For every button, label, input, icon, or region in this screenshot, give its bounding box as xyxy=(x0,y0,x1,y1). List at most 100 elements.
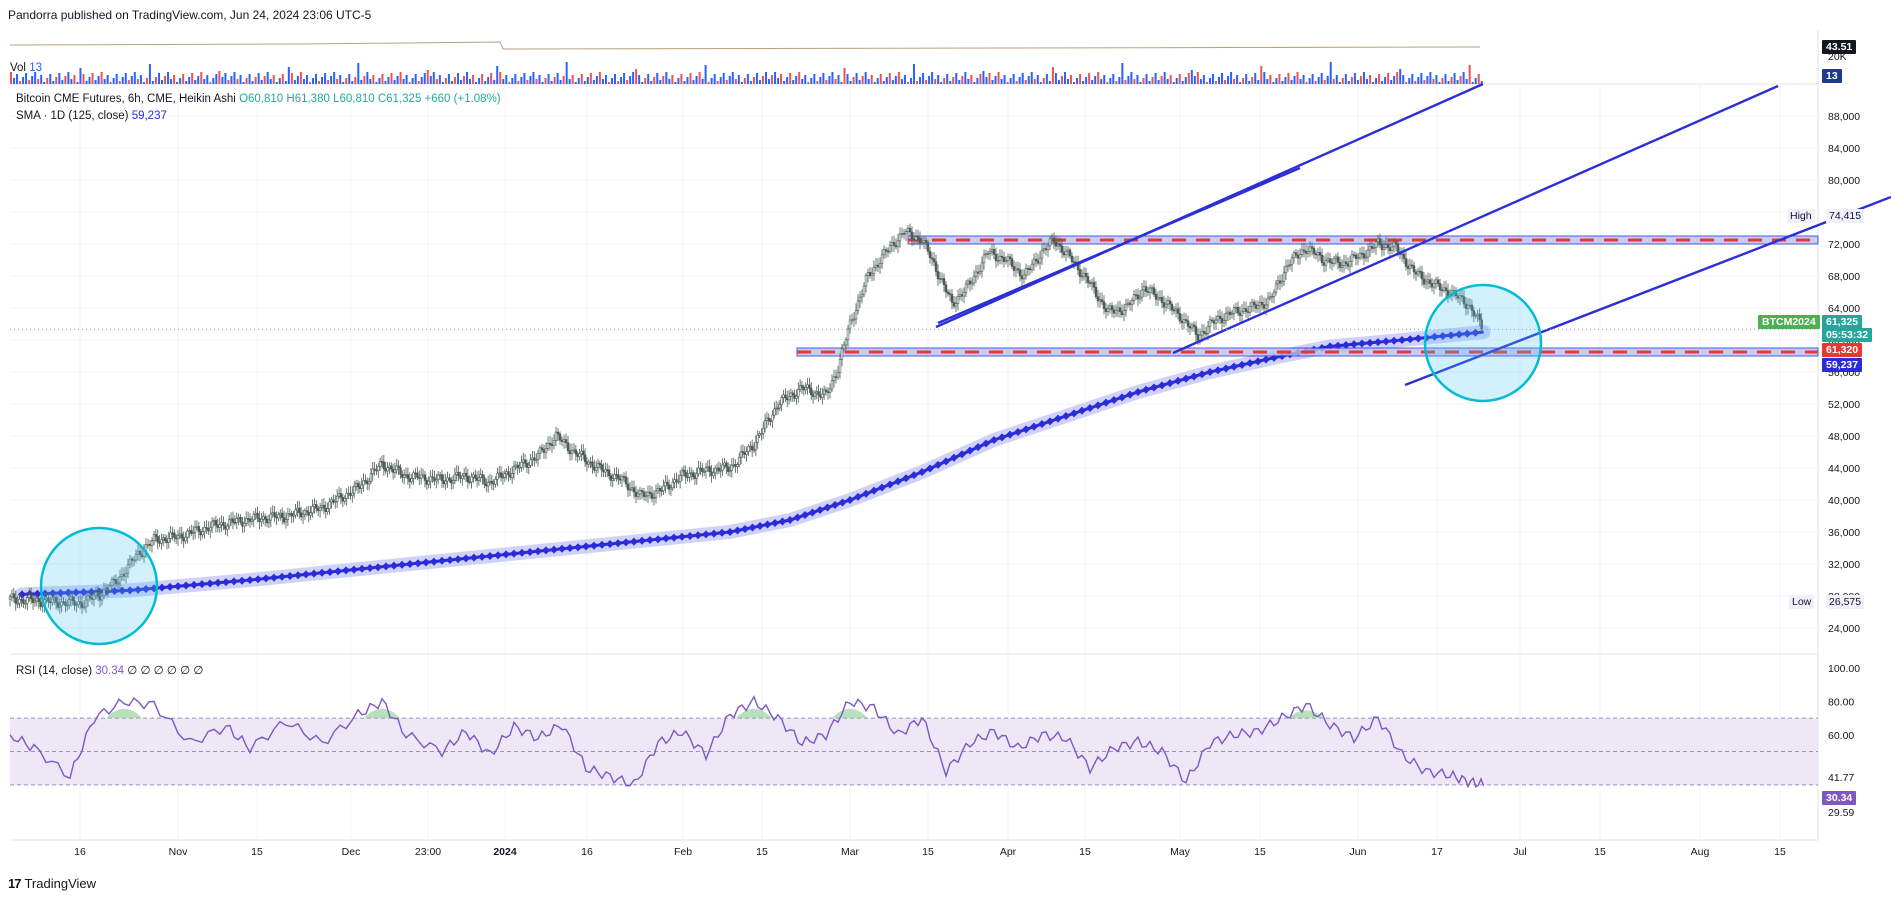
rsi-legend[interactable]: RSI (14, close) 30.34 ∅ ∅ ∅ ∅ ∅ ∅ xyxy=(16,663,203,677)
candle-body xyxy=(1284,266,1288,274)
sma-marker xyxy=(1455,330,1464,339)
candle-body xyxy=(1164,303,1168,308)
symbol-legend[interactable]: Bitcoin CME Futures, 6h, CME, Heikin Ash… xyxy=(16,93,501,105)
sma-marker xyxy=(816,506,824,514)
volume-bar xyxy=(1378,74,1381,84)
volume-bar xyxy=(444,78,447,84)
sma-marker xyxy=(446,556,454,564)
candle-body xyxy=(650,493,654,499)
volume-bar xyxy=(607,82,610,84)
candle-body xyxy=(1106,308,1110,312)
rsi-overbought-fill xyxy=(832,708,868,719)
candle-body xyxy=(1042,248,1046,251)
volume-bar xyxy=(118,81,121,84)
volume-bar xyxy=(139,75,142,84)
candle-body xyxy=(1194,326,1198,335)
sma-marker xyxy=(1174,376,1182,385)
tradingview-footer[interactable]: 17 TradingView xyxy=(8,876,96,891)
candle-body xyxy=(980,262,984,272)
volume-bar xyxy=(305,75,308,84)
sma-marker xyxy=(414,559,422,568)
candle-body xyxy=(1060,245,1064,253)
volume-bar xyxy=(1166,79,1169,84)
volume-bar xyxy=(1190,70,1193,84)
candle-body xyxy=(446,477,449,482)
volume-bar xyxy=(632,72,635,84)
rsi-overbought-fill xyxy=(106,708,142,719)
candle-body xyxy=(940,278,944,280)
sma-marker xyxy=(566,544,574,552)
volume-bar xyxy=(142,82,145,84)
sma-marker xyxy=(230,577,238,586)
volume-bar xyxy=(828,76,831,84)
volume-bar xyxy=(393,80,396,84)
candle-body xyxy=(184,536,187,542)
candle-body xyxy=(882,249,886,256)
candle-body xyxy=(1434,279,1438,284)
candle-body xyxy=(353,486,356,494)
volume-bar xyxy=(109,82,112,84)
candle-body xyxy=(226,525,229,530)
volume-bar xyxy=(308,82,311,84)
volume-bar xyxy=(170,79,173,84)
volume-bar xyxy=(928,76,931,84)
volume-bar xyxy=(994,76,997,84)
candle-body xyxy=(408,478,411,483)
candle-body xyxy=(1114,309,1118,314)
sma-marker xyxy=(342,566,350,575)
volume-bar xyxy=(906,82,909,84)
volume-bar xyxy=(580,74,583,84)
volume-bar xyxy=(209,82,212,84)
candle-body xyxy=(1352,254,1356,257)
sma-marker xyxy=(1430,332,1439,341)
volume-bar xyxy=(487,77,490,84)
candle-body xyxy=(890,241,894,246)
candle-body xyxy=(1426,279,1430,283)
volume-bar xyxy=(1260,66,1263,84)
volume-bar xyxy=(315,74,318,84)
volume-bar xyxy=(1070,75,1073,84)
volume-legend[interactable]: Vol 13 xyxy=(10,62,42,74)
candle-body xyxy=(296,507,299,511)
candle-body xyxy=(108,585,112,591)
candle-body xyxy=(1282,272,1286,282)
candle-body xyxy=(241,521,244,527)
candle-body xyxy=(18,599,21,604)
candle-body xyxy=(24,602,27,605)
candle-body xyxy=(732,464,735,466)
volume-bar xyxy=(417,81,420,84)
candle-body xyxy=(1004,260,1008,262)
candle-body xyxy=(1104,308,1108,312)
volume-bar xyxy=(1251,77,1254,84)
candle-body xyxy=(1440,289,1444,292)
candle-body xyxy=(190,530,193,534)
volume-bar xyxy=(967,79,970,84)
candle-body xyxy=(1032,258,1036,265)
sma-marker xyxy=(982,439,990,448)
candle-body xyxy=(373,468,376,471)
sma-marker xyxy=(1142,385,1150,394)
candle-body xyxy=(896,240,900,248)
volume-bar xyxy=(1396,72,1399,84)
candle-body xyxy=(442,480,446,485)
volume-bar xyxy=(810,78,813,84)
sma-legend[interactable]: SMA · 1D (125, close) 59,237 xyxy=(16,110,167,122)
trend-line xyxy=(1404,195,1891,387)
sma-marker xyxy=(741,525,749,533)
candle-body xyxy=(1208,319,1212,327)
candle-body xyxy=(1186,320,1190,327)
volume-bar xyxy=(37,79,40,84)
volume-bar xyxy=(1060,76,1063,84)
sma-marker xyxy=(350,565,358,574)
candle-body xyxy=(786,397,789,401)
candle-body xyxy=(611,478,614,481)
candle-body xyxy=(227,519,231,527)
candle-body xyxy=(1040,249,1044,259)
candle-body xyxy=(725,462,728,468)
sma-marker xyxy=(366,564,374,572)
candle-body xyxy=(544,448,548,453)
volume-bar xyxy=(456,73,459,84)
volume-bar xyxy=(257,73,260,84)
volume-bar xyxy=(535,79,538,84)
